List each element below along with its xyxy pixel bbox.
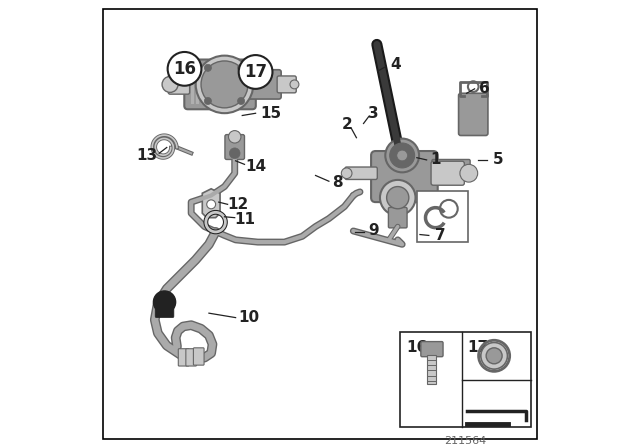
Circle shape [385,138,419,172]
Bar [428,355,436,384]
Text: 16: 16 [406,340,428,355]
Circle shape [380,180,415,215]
Text: 16: 16 [173,60,196,78]
FancyBboxPatch shape [388,207,407,228]
FancyBboxPatch shape [421,341,443,357]
Circle shape [168,52,202,86]
FancyBboxPatch shape [345,167,378,180]
FancyBboxPatch shape [179,349,189,366]
Text: 6: 6 [479,82,490,96]
Text: 7: 7 [435,228,445,243]
Bar [216,65,218,103]
Circle shape [229,148,240,159]
FancyBboxPatch shape [459,93,488,135]
Circle shape [239,55,273,89]
Text: 12: 12 [227,197,248,212]
Circle shape [460,164,477,182]
Circle shape [154,291,175,313]
Text: 2: 2 [341,117,352,132]
Polygon shape [202,189,220,218]
FancyBboxPatch shape [155,304,174,318]
FancyBboxPatch shape [193,348,204,365]
FancyBboxPatch shape [168,75,189,94]
FancyBboxPatch shape [184,60,256,109]
Text: 17: 17 [467,340,488,355]
Circle shape [390,143,415,168]
Text: 17: 17 [244,63,267,81]
Text: 9: 9 [368,224,379,238]
Bar [196,65,199,103]
Circle shape [204,97,211,104]
Circle shape [290,80,299,89]
Text: 11: 11 [234,212,255,228]
Circle shape [228,131,241,143]
FancyBboxPatch shape [371,151,438,202]
Circle shape [237,97,244,104]
Circle shape [196,56,253,113]
Text: 8: 8 [332,175,343,190]
Circle shape [387,186,409,209]
Text: 1: 1 [430,152,441,168]
Bar [417,191,468,242]
FancyBboxPatch shape [431,161,465,185]
Text: 13: 13 [136,148,157,163]
Circle shape [397,150,408,161]
FancyBboxPatch shape [225,134,244,159]
FancyBboxPatch shape [248,70,281,99]
Bar [206,65,209,103]
Circle shape [162,77,178,92]
Bar [191,65,194,103]
Text: 211564: 211564 [444,436,486,446]
Circle shape [237,64,244,71]
Circle shape [204,64,211,71]
Circle shape [207,200,216,209]
Bar [400,332,531,427]
Text: 4: 4 [390,57,401,72]
FancyBboxPatch shape [277,76,296,93]
FancyBboxPatch shape [432,159,470,170]
Text: 3: 3 [368,106,379,121]
Circle shape [201,61,248,108]
Circle shape [341,168,352,179]
Text: 15: 15 [260,106,282,121]
Circle shape [486,348,502,364]
Circle shape [481,342,508,369]
FancyBboxPatch shape [186,349,196,366]
Text: 10: 10 [238,310,259,325]
Bar [211,65,214,103]
Text: 5: 5 [492,152,503,168]
Bar [201,65,204,103]
Text: 14: 14 [245,159,266,174]
